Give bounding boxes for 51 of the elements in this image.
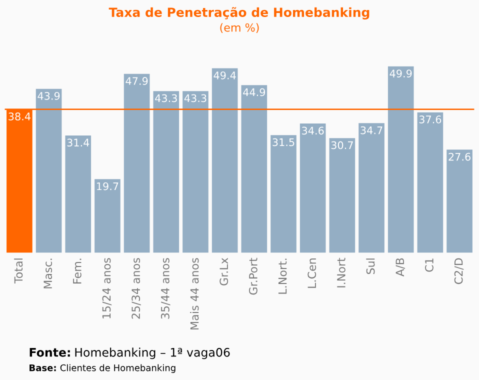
x-tick-label: Mais 44 anos [190,258,199,330]
bar [153,91,180,253]
data-label: 37.6 [419,116,442,124]
x-tick-label: Sul [366,258,375,274]
data-label: 34.7 [360,126,382,134]
data-label: 43.9 [38,92,60,100]
data-label: 27.6 [448,152,470,161]
data-label: 43.3 [184,94,206,102]
x-tick-label: C2/D [454,258,464,284]
x-tick-label: I.Nort [337,258,346,288]
bar [94,179,120,253]
x-tick-label: 35/44 anos [160,258,170,319]
bar [212,68,238,253]
x-tick-label: Fem. [73,258,82,284]
data-label: 34.6 [302,126,324,135]
data-label: 43.3 [155,94,177,102]
x-tick-label: Masc. [44,258,52,288]
x-tick-label: Gr.Port [248,258,258,295]
x-tick-label: L.Cen [308,258,316,288]
bar [417,112,444,253]
bar [36,88,62,253]
data-label: 31.4 [67,138,90,147]
source-note: Fonte: Homebanking – 1ª vaga06 [30,348,230,360]
x-tick-label: L.Nort. [278,258,287,294]
data-label: 49.9 [390,70,412,78]
bar [65,135,92,253]
x-tick-label: Total [14,258,23,284]
data-label: 31.5 [272,138,294,146]
chart-title: Taxa de Penetração de Homebanking [108,7,370,20]
data-label: 47.9 [126,77,148,85]
chart-subtitle: (em %) [220,23,259,34]
x-tick-label: 25/34 anos [132,258,141,319]
x-tick-label: C1 [425,258,434,272]
bar [124,74,150,253]
data-label: 44.9 [243,88,266,96]
bar [358,123,384,253]
bar [270,135,296,253]
data-label: 38.4 [8,112,30,120]
data-label: 30.7 [331,141,353,150]
bar [182,91,208,253]
text: Base: Clientes de Homebanking [30,364,176,373]
x-tick-label: 15/24 anos [102,258,112,318]
data-label: 49.4 [214,71,236,80]
x-tick-label: A/B [396,258,405,276]
bar [329,138,356,253]
data-label: 19.7 [97,182,118,190]
bar [446,150,472,253]
x-tick-label: Gr.Lx [220,258,228,286]
bar [300,124,326,253]
bar [241,85,268,253]
bar [388,66,414,253]
